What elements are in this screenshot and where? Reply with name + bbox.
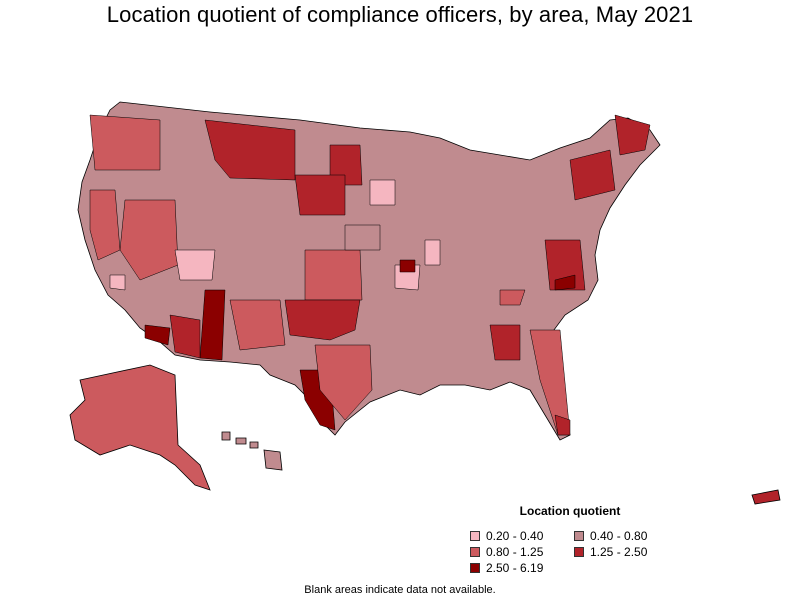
legend-item: 2.50 - 6.19: [470, 561, 574, 575]
region-puerto-rico[interactable]: [751, 489, 781, 505]
legend-label: 1.25 - 2.50: [590, 545, 648, 559]
legend-swatch: [470, 531, 480, 541]
legend-label: 2.50 - 6.19: [486, 561, 544, 575]
legend-swatch: [574, 547, 584, 557]
region-hawaii[interactable]: [221, 431, 283, 471]
legend-label: 0.80 - 1.25: [486, 545, 544, 559]
legend-label: 0.20 - 0.40: [486, 529, 544, 543]
legend-item: 0.80 - 1.25: [470, 545, 574, 559]
map-area: [0, 90, 800, 510]
region-alaska[interactable]: [69, 364, 211, 491]
legend-label: 0.40 - 0.80: [590, 529, 648, 543]
legend-title: Location quotient: [519, 504, 621, 518]
legend-item: 1.25 - 2.50: [574, 545, 678, 559]
legend-item: 0.40 - 0.80: [574, 529, 678, 543]
area-patches: [89, 114, 651, 436]
legend-swatch: [470, 563, 480, 573]
us-area-map: [69, 101, 781, 505]
legend-swatch: [470, 547, 480, 557]
legend-item: 0.20 - 0.40: [470, 529, 574, 543]
map-title: Location quotient of compliance officers…: [106, 2, 694, 27]
footnote: Blank areas indicate data not available.: [304, 584, 496, 596]
legend-swatch: [574, 531, 584, 541]
map-legend: Location quotient 0.20 - 0.40 0.40 - 0.8…: [470, 504, 680, 575]
